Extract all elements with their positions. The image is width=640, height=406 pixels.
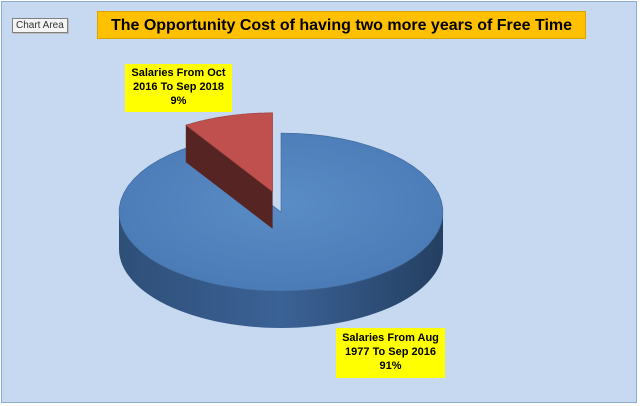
data-label-line: Salaries From Oct [131, 67, 226, 79]
pie-slice[interactable] [118, 132, 444, 328]
chart-area-tooltip: Chart Area [12, 18, 68, 33]
data-label-line: Salaries From Aug [342, 332, 439, 344]
pie-slice-cut-face [185, 125, 273, 229]
data-label-small-slice[interactable]: Salaries From Oct 2016 To Sep 2018 9% [125, 64, 232, 112]
data-label-line: 91% [379, 360, 402, 372]
pie-slice-top [185, 112, 273, 193]
pie-slice-side [119, 212, 443, 328]
data-label-line: 2016 To Sep 2018 [133, 81, 224, 93]
data-label-large-slice[interactable]: Salaries From Aug 1977 To Sep 2016 91% [336, 328, 445, 378]
data-label-line: 1977 To Sep 2016 [345, 346, 436, 358]
data-label-line: 9% [170, 95, 187, 107]
pie-slice-top [118, 132, 444, 292]
chart-title[interactable]: The Opportunity Cost of having two more … [97, 11, 586, 39]
pie-slice[interactable] [185, 112, 273, 229]
